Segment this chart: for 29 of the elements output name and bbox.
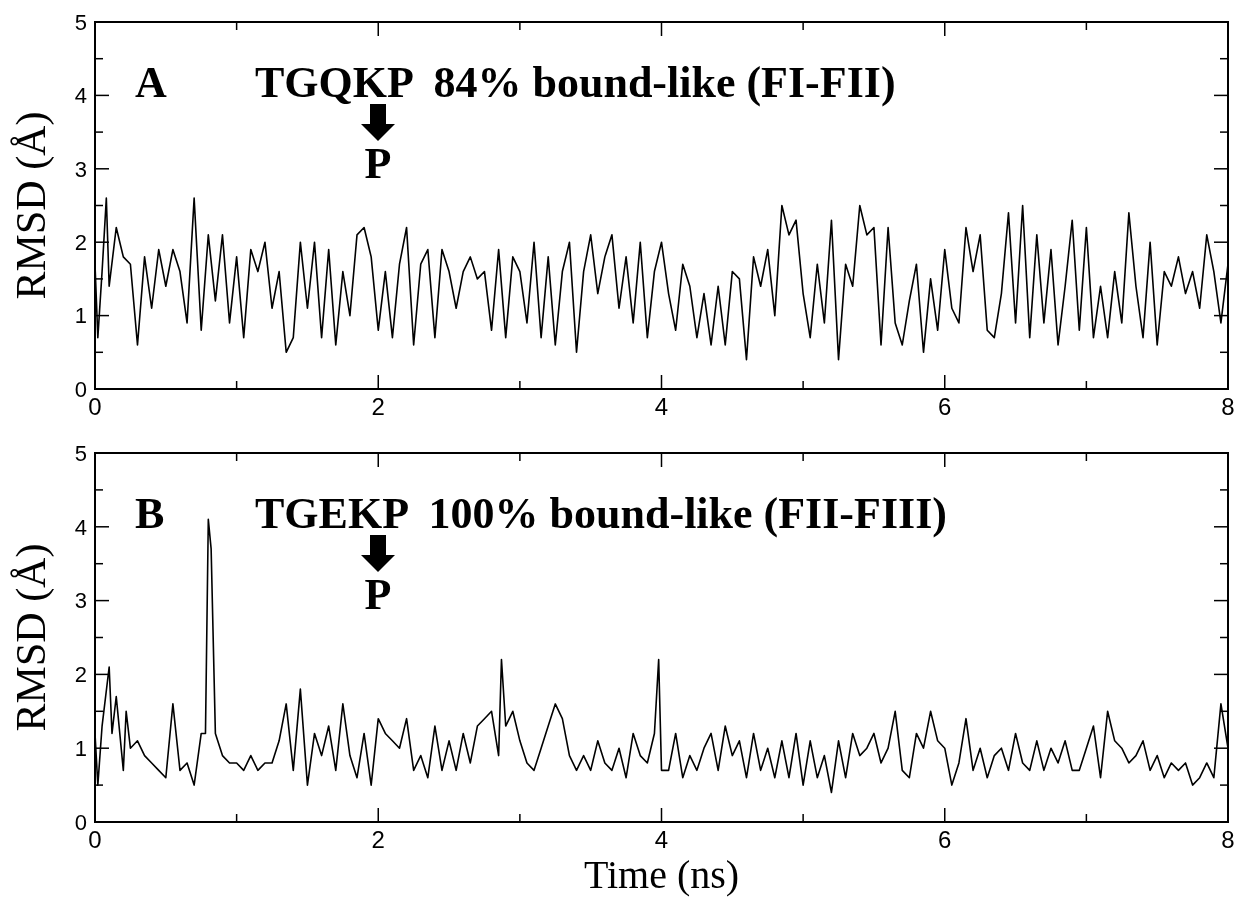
y-tick-label: 2 <box>74 229 87 255</box>
x-tick-label: 4 <box>654 393 669 420</box>
x-tick-label: 2 <box>371 393 385 420</box>
y-tick-label: 2 <box>74 662 87 688</box>
annotation: P <box>364 570 392 619</box>
y-tick-label: 3 <box>74 588 87 614</box>
y-tick-label: 4 <box>74 514 87 540</box>
annotation: A <box>135 58 167 107</box>
y-axis-title: RMSD (Å) <box>8 543 55 732</box>
y-axis-title: RMSD (Å) <box>8 111 55 300</box>
x-tick-label: 8 <box>1221 393 1235 420</box>
y-tick-label: 1 <box>74 735 87 761</box>
annotation: TGEKP 100% bound-like (FII-FIII) <box>255 489 947 538</box>
y-tick-label: 3 <box>74 156 87 182</box>
y-tick-label: 0 <box>74 376 87 402</box>
x-tick-label: 8 <box>1221 826 1235 853</box>
x-tick-label: 6 <box>938 826 952 853</box>
x-tick-label: 6 <box>938 393 952 420</box>
annotation: B <box>135 489 165 538</box>
x-axis-title: Time (ns) <box>583 852 740 897</box>
x-tick-label: 4 <box>654 826 669 853</box>
y-tick-label: 4 <box>74 83 87 109</box>
annotation: TGQKP 84% bound-like (FI-FII) <box>255 58 896 107</box>
y-tick-label: 5 <box>74 9 87 35</box>
annotation: P <box>364 139 392 188</box>
y-tick-label: 5 <box>74 440 87 466</box>
y-tick-label: 0 <box>74 809 87 835</box>
y-tick-label: 1 <box>74 303 87 329</box>
x-tick-label: 2 <box>371 826 385 853</box>
